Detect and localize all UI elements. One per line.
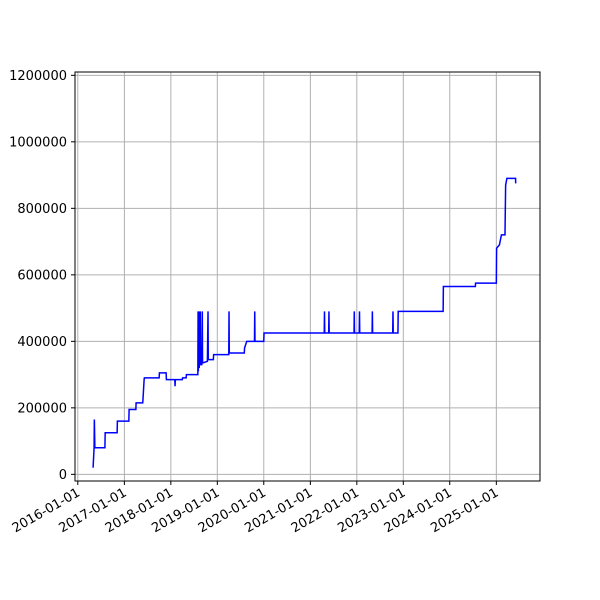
series-line <box>92 177 517 468</box>
grid-lines <box>75 72 540 481</box>
y-tick-label: 200000 <box>17 401 67 416</box>
y-tick-label: 1200000 <box>9 69 67 84</box>
y-tick-label: 600000 <box>17 268 67 283</box>
x-tick-labels: 2016-01-012017-01-012018-01-012019-01-01… <box>10 485 501 536</box>
data-series <box>92 177 517 468</box>
y-tick-label: 1000000 <box>9 135 67 150</box>
y-tick-label: 0 <box>59 468 67 483</box>
axis-ticks <box>71 74 497 485</box>
y-tick-labels: 0 200000 400000 600000 800000 1000000 1200000 <box>9 69 67 483</box>
y-tick-label: 800000 <box>17 202 67 217</box>
y-tick-label: 400000 <box>17 335 67 350</box>
plot-frame <box>74 71 541 482</box>
